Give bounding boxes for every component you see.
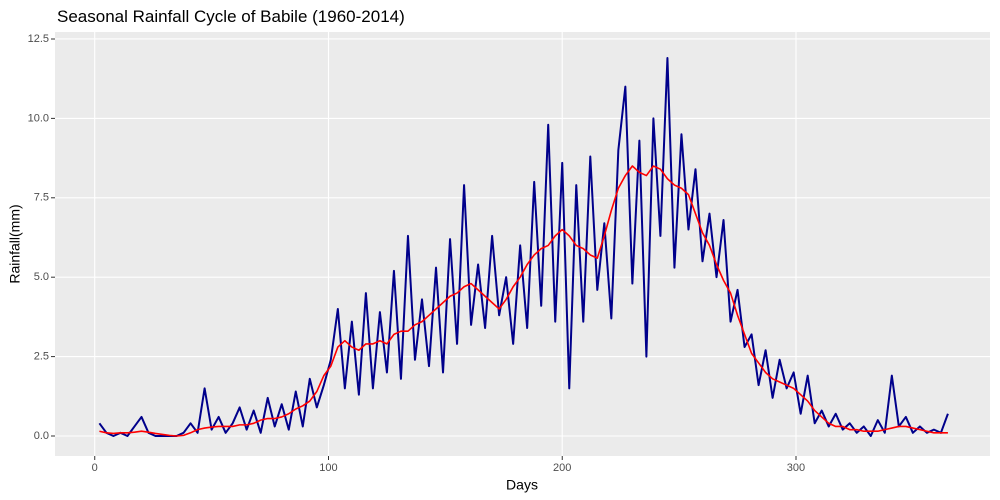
x-tick-label: 0: [92, 462, 98, 474]
x-tick-label: 300: [787, 462, 805, 474]
data-line: [99, 165, 948, 437]
plot-panel: [55, 32, 990, 456]
data-line: [98, 57, 949, 437]
y-axis-title: Rainfall(mm): [7, 204, 23, 283]
y-tick-label: 2.5: [34, 350, 49, 362]
x-tick-label: 100: [319, 462, 337, 474]
y-tick-label: 10.0: [28, 112, 49, 124]
y-tick-label: 0.0: [34, 430, 49, 442]
x-tick-label: 200: [553, 462, 571, 474]
y-tick-label: 12.5: [28, 33, 49, 45]
x-axis-title: Days: [506, 477, 538, 493]
chart-title: Seasonal Rainfall Cycle of Babile (1960-…: [57, 7, 405, 26]
y-tick-label: 5.0: [34, 271, 49, 283]
y-tick-label: 7.5: [34, 192, 49, 204]
